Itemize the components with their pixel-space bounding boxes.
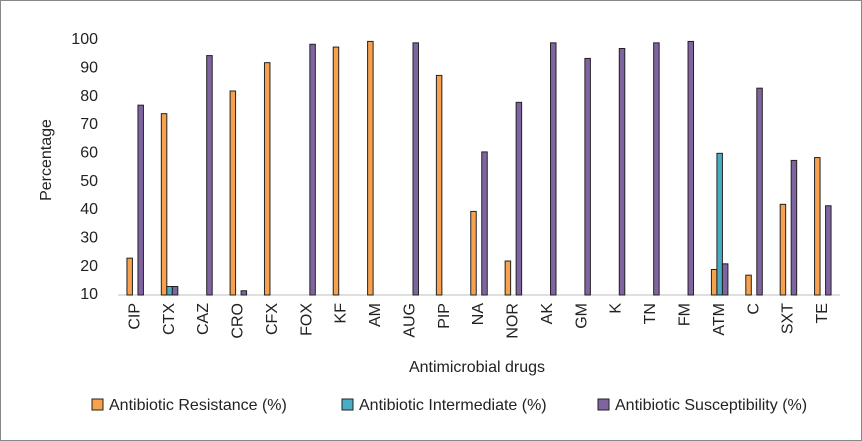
x-tick-label: K bbox=[608, 303, 625, 314]
bar bbox=[160, 113, 168, 296]
y-tick-label: 80 bbox=[80, 88, 98, 105]
bar bbox=[779, 203, 787, 296]
y-tick-label: 60 bbox=[80, 145, 98, 162]
bar bbox=[470, 210, 477, 296]
legend-label: Antibiotic Resistance (%) bbox=[109, 397, 287, 414]
bar bbox=[550, 42, 557, 296]
x-tick-label: AM bbox=[367, 303, 384, 327]
x-tick-label: C bbox=[745, 303, 762, 315]
bar bbox=[825, 205, 832, 296]
x-tick-label: CAZ bbox=[195, 303, 212, 335]
bar bbox=[710, 269, 718, 296]
x-tick-label: FOX bbox=[298, 303, 315, 336]
bar bbox=[515, 101, 523, 296]
x-tick-label: SXT bbox=[780, 303, 797, 334]
x-tick-label: TE bbox=[814, 303, 831, 323]
bar bbox=[412, 42, 419, 296]
y-tick-label: 90 bbox=[80, 60, 98, 77]
bar bbox=[814, 157, 821, 296]
bar bbox=[618, 48, 626, 296]
x-axis-title: Antimicrobial drugs bbox=[409, 359, 545, 376]
bar bbox=[687, 40, 695, 296]
bar bbox=[790, 159, 798, 296]
bar bbox=[584, 57, 591, 296]
x-tick-label: FM bbox=[677, 303, 694, 326]
y-tick-label: 20 bbox=[80, 258, 98, 275]
y-tick-label: 30 bbox=[80, 230, 98, 247]
bar bbox=[126, 257, 133, 296]
legend-swatch bbox=[597, 398, 610, 411]
x-tick-label: ATM bbox=[711, 303, 728, 336]
y-tick-label: 100 bbox=[71, 31, 98, 48]
x-tick-label: CIP bbox=[126, 303, 143, 330]
y-axis-title: Percentage bbox=[38, 119, 55, 201]
bar bbox=[206, 55, 213, 296]
x-tick-label: KF bbox=[333, 303, 350, 324]
bar bbox=[309, 43, 316, 296]
bar bbox=[756, 87, 763, 296]
x-tick-label: TN bbox=[642, 303, 659, 324]
bar bbox=[166, 286, 173, 296]
x-tick-label: AK bbox=[539, 303, 556, 325]
bar bbox=[721, 263, 729, 296]
bar bbox=[240, 290, 248, 296]
x-tick-label: AUG bbox=[401, 303, 418, 338]
y-tick-label: 70 bbox=[80, 116, 98, 133]
bar bbox=[171, 286, 179, 296]
x-tick-label: CFX bbox=[264, 303, 281, 335]
bar bbox=[435, 74, 443, 296]
x-tick-label: CTX bbox=[161, 303, 178, 335]
legend-label: Antibiotic Intermediate (%) bbox=[359, 397, 547, 414]
legend-swatch bbox=[341, 398, 354, 411]
y-tick-label: 10 bbox=[80, 286, 98, 303]
bar bbox=[481, 151, 488, 296]
x-tick-label: PIP bbox=[436, 303, 453, 329]
y-tick-label: 40 bbox=[80, 201, 98, 218]
bar bbox=[504, 260, 512, 296]
x-tick-label: GM bbox=[573, 303, 590, 329]
legend-label: Antibiotic Susceptibility (%) bbox=[615, 397, 807, 414]
legend-swatch bbox=[91, 398, 104, 411]
y-tick-label: 50 bbox=[80, 173, 98, 190]
bar bbox=[653, 42, 660, 296]
x-tick-label: NA bbox=[470, 303, 487, 326]
bar bbox=[332, 46, 340, 296]
bar bbox=[745, 274, 752, 296]
bar bbox=[263, 62, 271, 296]
bar bbox=[367, 40, 374, 296]
bar bbox=[137, 104, 144, 296]
x-tick-label: CRO bbox=[230, 303, 247, 339]
x-tick-label: NOR bbox=[505, 303, 522, 339]
bar bbox=[229, 90, 237, 296]
bar bbox=[716, 152, 723, 296]
